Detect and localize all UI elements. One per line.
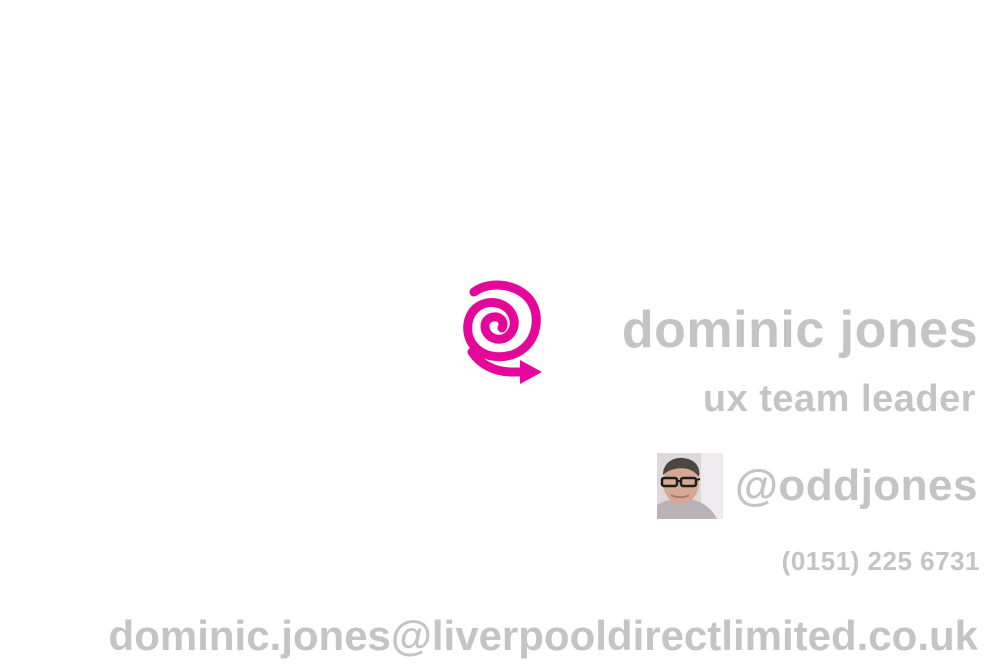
avatar	[657, 453, 724, 519]
twitter-handle: @oddjones	[735, 461, 978, 510]
twitter-row: @oddjones	[657, 452, 978, 520]
spiral-arrow-logo-icon	[463, 280, 542, 384]
job-title: ux team leader	[702, 378, 976, 420]
person-name: dominic jones	[621, 301, 978, 359]
phone-number: (0151) 225 6731	[781, 546, 980, 576]
email-address: dominic.jones@liverpooldirectlimited.co.…	[108, 612, 978, 659]
